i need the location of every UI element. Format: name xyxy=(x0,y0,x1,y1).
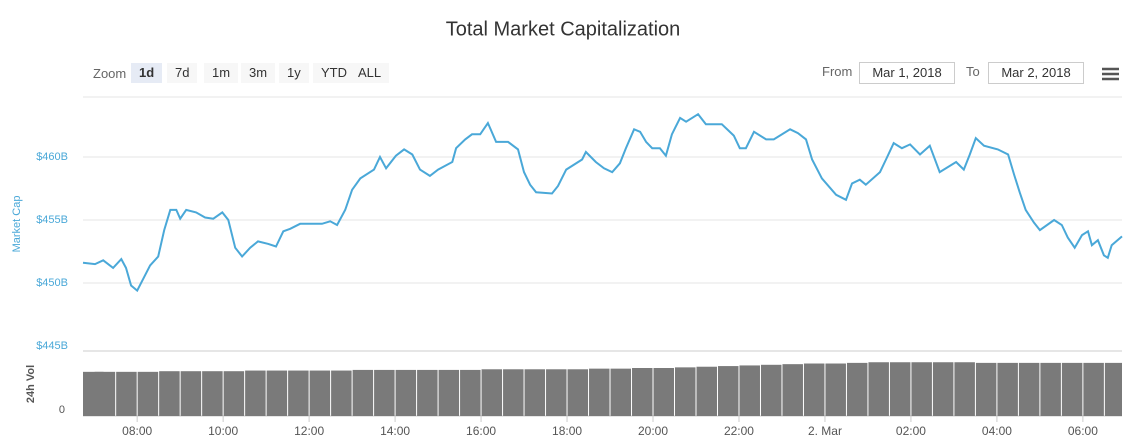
volume-bar xyxy=(567,369,589,416)
volume-bar xyxy=(739,365,760,416)
volume-bar xyxy=(1018,362,1040,416)
volume-tick-label: 0 xyxy=(59,404,65,416)
volume-bar xyxy=(846,362,868,416)
volume-bar xyxy=(803,363,825,416)
y-tick-label: $445B xyxy=(36,340,68,352)
volume-bar xyxy=(438,369,460,416)
volume-bar xyxy=(1061,362,1083,416)
volume-bar xyxy=(932,362,954,416)
y-tick-label: $450B xyxy=(36,277,68,289)
x-tick-label: 20:00 xyxy=(638,424,668,438)
from-input[interactable]: Mar 1, 2018 xyxy=(859,62,955,84)
volume-bar xyxy=(524,369,546,416)
volume-bar xyxy=(675,367,696,416)
volume-bar xyxy=(653,368,675,416)
x-tick-label: 08:00 xyxy=(122,424,152,438)
volume-axis-label: 24h Vol xyxy=(25,365,37,403)
x-tick-label: 2. Mar xyxy=(808,424,842,438)
zoom-button[interactable]: 1y xyxy=(279,63,309,83)
volume-bar xyxy=(1083,362,1104,416)
volume-bar xyxy=(417,369,438,416)
volume-bar xyxy=(696,366,717,416)
to-input[interactable]: Mar 2, 2018 xyxy=(988,62,1084,84)
volume-bar xyxy=(889,362,911,416)
x-tick-label: 16:00 xyxy=(466,424,496,438)
volume-bar xyxy=(868,362,889,416)
market-cap-line xyxy=(82,112,1123,293)
volume-bar xyxy=(395,369,417,416)
volume-bar xyxy=(374,369,395,416)
volume-bar xyxy=(288,370,309,416)
volume-bar xyxy=(266,370,288,416)
volume-bar xyxy=(352,369,374,416)
volume-bar xyxy=(589,368,610,416)
volume-bar xyxy=(546,369,567,416)
volume-bar xyxy=(632,368,653,416)
x-tick-label: 18:00 xyxy=(552,424,582,438)
x-tick-label: 06:00 xyxy=(1068,424,1098,438)
volume-bar xyxy=(481,369,503,416)
zoom-button[interactable]: 7d xyxy=(167,63,198,83)
volume-bar xyxy=(975,362,997,416)
volume-bar xyxy=(954,362,975,416)
zoom-button[interactable]: YTD xyxy=(313,63,355,83)
x-tick-label: 14:00 xyxy=(380,424,410,438)
zoom-label: Zoom xyxy=(93,66,127,81)
zoom-button[interactable]: 3m xyxy=(241,63,276,83)
menu-icon[interactable] xyxy=(1102,67,1119,81)
volume-bar xyxy=(116,371,137,416)
y-tick-label: $455B xyxy=(36,214,68,226)
volume-bar xyxy=(717,366,739,416)
x-tick-label: 10:00 xyxy=(208,424,238,438)
volume-bar xyxy=(223,371,245,416)
volume-bar xyxy=(180,371,202,416)
volume-bar xyxy=(825,363,846,416)
chart-title: Total Market Capitalization xyxy=(446,18,681,40)
y-axis-label: Market Cap xyxy=(11,196,23,253)
volume-bar xyxy=(94,371,116,416)
x-tick-label: 12:00 xyxy=(294,424,324,438)
volume-bar xyxy=(1104,362,1122,416)
volume-bar xyxy=(460,369,481,416)
volume-bar xyxy=(760,364,782,416)
from-label: From xyxy=(822,64,853,79)
x-tick-label: 04:00 xyxy=(982,424,1012,438)
volume-bar xyxy=(610,368,632,416)
x-tick-label: 22:00 xyxy=(724,424,754,438)
volume-bar xyxy=(997,362,1018,416)
volume-bar xyxy=(782,364,803,416)
zoom-button[interactable]: 1d xyxy=(131,63,163,83)
volume-bar xyxy=(159,371,180,416)
volume-bar xyxy=(137,371,159,416)
zoom-button[interactable]: ALL xyxy=(350,63,390,83)
x-tick-label: 02:00 xyxy=(896,424,926,438)
volume-bar xyxy=(911,362,932,416)
volume-bar xyxy=(202,371,223,416)
volume-bar xyxy=(309,370,331,416)
volume-bar xyxy=(1040,362,1061,416)
volume-bar xyxy=(245,370,266,416)
zoom-button[interactable]: 1m xyxy=(204,63,239,83)
y-tick-label: $460B xyxy=(36,151,68,163)
volume-bar xyxy=(331,370,352,416)
volume-bar xyxy=(503,369,524,416)
to-label: To xyxy=(966,64,980,79)
